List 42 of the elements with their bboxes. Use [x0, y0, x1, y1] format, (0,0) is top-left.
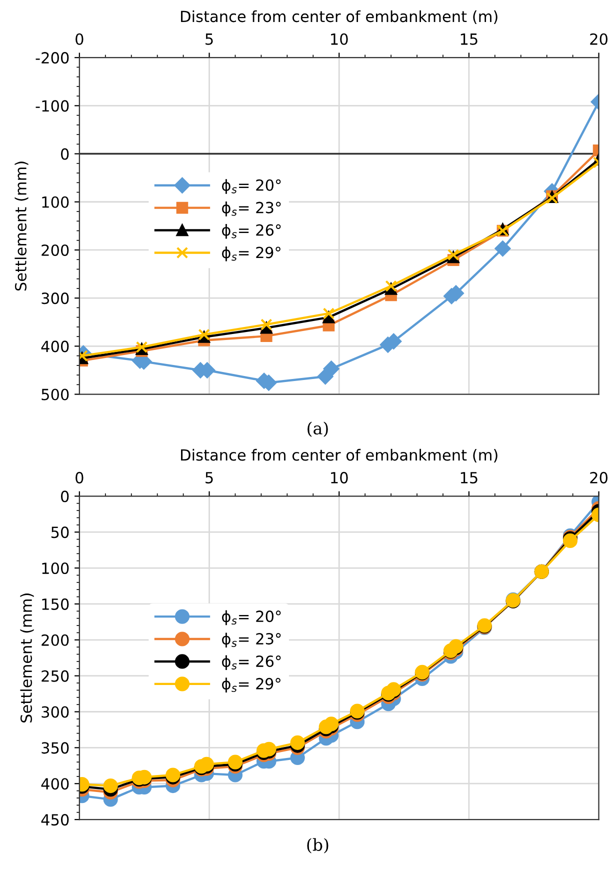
x-tick-label: 5 — [206, 34, 213, 45]
legend-label: ϕ$_{s}$= 26° — [222, 224, 281, 239]
y-tick-label: 500 — [42, 388, 69, 400]
legend-label: ϕ$_{s}$= 20° — [222, 610, 281, 626]
legend-label: ϕ$_{s}$= 29° — [222, 246, 280, 262]
x-axis-title: Distance from center of embankment (m) — [181, 10, 498, 24]
y-axis-title: Settlement (mm) — [14, 162, 28, 291]
y-tick-label: 250 — [42, 670, 69, 682]
y-tick-label: 300 — [42, 706, 69, 718]
y-tick-label: -100 — [36, 100, 69, 112]
y-tick-label: 100 — [42, 196, 69, 208]
x-tick-label: 0 — [76, 33, 84, 45]
y-tick-label: 0 — [60, 490, 69, 502]
legend-label: ϕ$_{s}$= 26° — [222, 655, 281, 670]
y-tick-label: 400 — [41, 778, 69, 790]
y-tick-label: 200 — [42, 244, 69, 256]
text: (a) — [308, 422, 328, 437]
legend-label: ϕ$_{s}$= 23° — [222, 632, 281, 648]
y-tick-label: 200 — [42, 634, 69, 646]
legend-label: ϕ$_{s}$= 23° — [222, 202, 281, 216]
x-tick-label: 10 — [331, 33, 348, 45]
y-tick-label: 300 — [42, 292, 69, 304]
y-tick-label: 100 — [42, 562, 69, 574]
x-axis-title: Distance from center of embankment (m) — [181, 448, 498, 463]
x-tick-label: 20 — [590, 472, 608, 484]
y-tick-label: -200 — [36, 52, 69, 64]
y-tick-label: 150 — [42, 598, 69, 610]
legend-label: ϕ$_{s}$= 29° — [222, 678, 280, 692]
legend-label: ϕ$_{s}$= 20° — [222, 179, 281, 194]
x-tick-label: 10 — [331, 472, 348, 484]
y-tick-label: 0 — [60, 148, 69, 160]
x-tick-label: 15 — [460, 34, 478, 45]
text: (b) — [307, 838, 328, 854]
x-tick-label: 15 — [460, 472, 478, 484]
y-tick-label: 350 — [42, 742, 69, 754]
y-tick-label: 50 — [51, 526, 69, 538]
x-tick-label: 20 — [590, 33, 608, 45]
x-tick-label: 5 — [206, 472, 213, 484]
y-tick-label: 450 — [41, 814, 69, 826]
x-tick-label: 0 — [76, 472, 84, 484]
y-axis-title: Settlement (mm) — [20, 594, 34, 722]
y-tick-label: 400 — [41, 340, 69, 352]
